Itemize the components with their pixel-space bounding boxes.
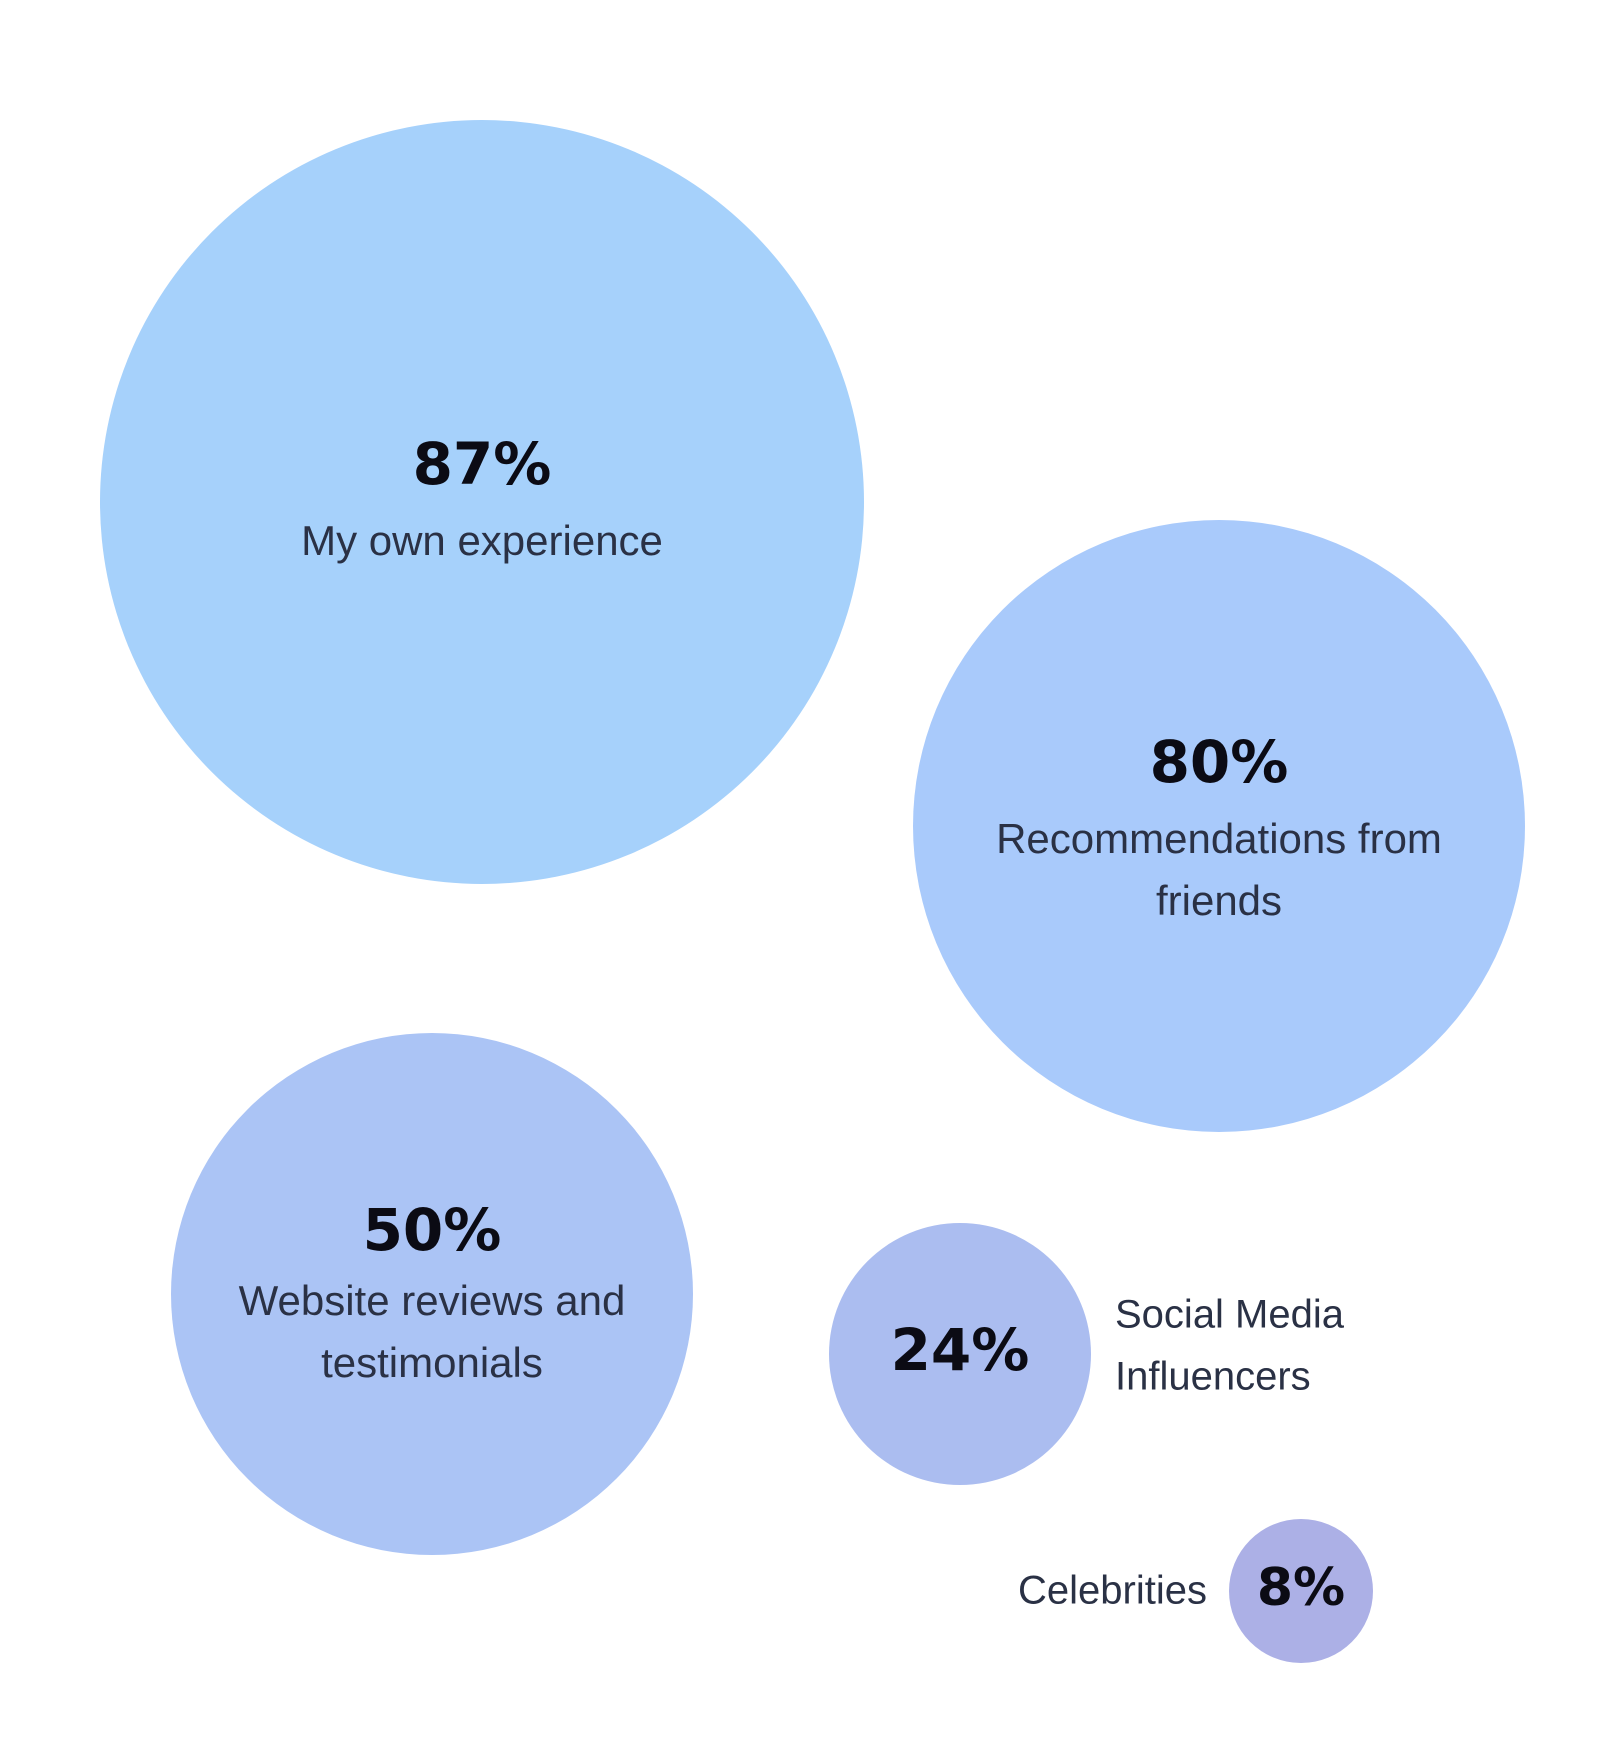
bubble-category-label: Recommendations from [996,815,1442,862]
bubble-category-label: Celebrities [1018,1569,1207,1613]
bubble-category-label: testimonials [321,1339,543,1386]
bubble-5: 8% Celebrities [1018,1519,1373,1663]
bubble-3: 50% Website reviews and testimonials [171,1033,693,1555]
bubble-value-label: 24% [891,1316,1030,1384]
bubble-1: 87% My own experience [100,120,864,884]
bubble-value-label: 80% [1150,728,1289,796]
bubble-2: 80% Recommendations from friends [913,520,1525,1132]
bubble-circle [171,1033,693,1555]
bubble-4: 24% Social Media Influencers [829,1223,1345,1485]
bubble-value-label: 8% [1257,1558,1345,1618]
bubble-value-label: 50% [363,1196,502,1264]
bubble-category-label: My own experience [301,517,663,564]
bubble-value-label: 87% [413,430,552,498]
bubbles-group: 87% My own experience 80% Recommendations f… [100,120,1525,1663]
bubble-category-label: friends [1156,877,1282,924]
bubble-category-label: Website reviews and [239,1277,626,1324]
bubble-circle [913,520,1525,1132]
bubble-category-label: Influencers [1115,1355,1311,1399]
bubble-circle [829,1223,1091,1485]
bubble-circle [100,120,864,884]
bubble-category-label: Social Media [1115,1293,1345,1337]
bubble-circle [1229,1519,1373,1663]
